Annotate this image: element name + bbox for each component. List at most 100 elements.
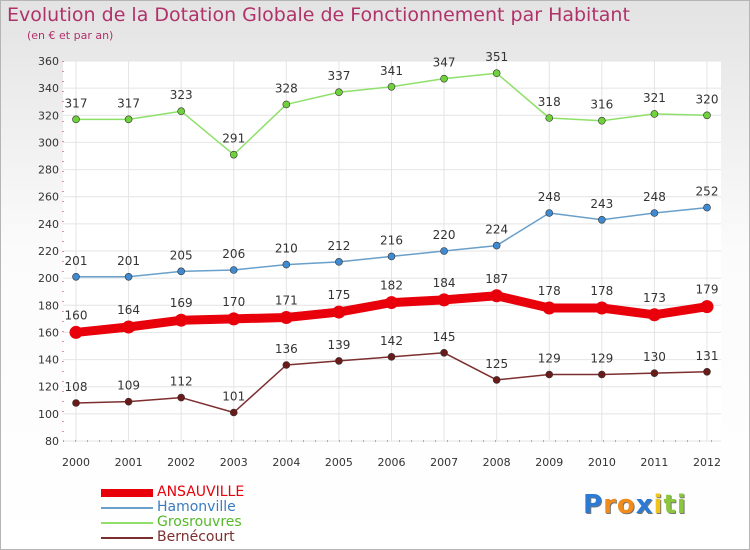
data-label: 112 <box>170 375 193 389</box>
data-point <box>227 312 241 326</box>
data-point <box>440 348 448 357</box>
data-point <box>700 300 714 314</box>
x-tick-label: 2009 <box>535 456 563 469</box>
legend-item-ansauville: ANSAUVILLE <box>101 485 244 500</box>
legend-swatch <box>101 536 153 539</box>
legend-item-bernecourt: Bernécourt <box>101 530 244 545</box>
data-point <box>387 82 396 91</box>
data-point <box>545 114 554 122</box>
x-tick-label: 2001 <box>115 456 143 469</box>
data-label: 341 <box>380 64 403 78</box>
data-point <box>545 209 554 217</box>
data-point <box>598 370 606 379</box>
data-label: 130 <box>643 350 666 364</box>
y-tick-label: 320 <box>38 109 59 122</box>
data-point <box>177 393 185 402</box>
series-grosrouvres: 317 317 323 291 328 337 341 347 351 318 316 321 320 <box>65 50 718 159</box>
legend-label: Grosrouvres <box>157 514 242 530</box>
data-point <box>440 247 448 255</box>
y-tick-label: 220 <box>38 245 59 258</box>
legend-swatch <box>101 521 153 524</box>
data-point <box>703 111 711 120</box>
legend: ANSAUVILLE Hamonville Grosrouvres Bernéc… <box>101 485 244 545</box>
data-label: 318 <box>538 95 561 109</box>
data-point <box>385 296 398 310</box>
data-point <box>72 399 80 407</box>
data-point <box>595 301 609 315</box>
y-tick-label: 180 <box>38 299 59 312</box>
data-label: 164 <box>117 303 140 317</box>
data-label: 206 <box>222 247 245 261</box>
y-tick-label: 300 <box>38 136 59 149</box>
series-berncourt: 108 109 112 101 136 139 142 145 125 129 129 130 131 <box>65 330 719 417</box>
data-point <box>542 301 556 315</box>
y-tick-label: 160 <box>38 326 59 339</box>
x-tick-label: 2008 <box>483 456 511 469</box>
data-point <box>703 367 711 376</box>
y-tick-label: 260 <box>38 191 59 204</box>
data-label: 317 <box>117 96 140 110</box>
data-label: 252 <box>696 185 719 199</box>
data-label: 145 <box>433 330 456 344</box>
x-tick-label: 2002 <box>167 456 195 469</box>
data-label: 170 <box>222 295 245 309</box>
data-label: 316 <box>590 98 613 112</box>
data-point <box>279 311 293 324</box>
data-label: 224 <box>485 223 508 237</box>
data-point <box>387 252 396 261</box>
data-label: 108 <box>65 380 88 394</box>
data-point <box>124 397 133 406</box>
data-label: 187 <box>485 272 508 286</box>
logo-letter: o <box>616 490 636 520</box>
data-point <box>177 267 185 276</box>
data-point <box>174 313 188 327</box>
x-tick-label: 2007 <box>430 456 458 469</box>
data-point <box>124 115 133 124</box>
logo-letter: P <box>583 490 604 520</box>
data-label: 182 <box>380 279 403 293</box>
data-point <box>122 320 136 334</box>
x-tick-label: 2006 <box>378 456 406 469</box>
legend-item-hamonville: Hamonville <box>101 500 244 515</box>
data-label: 328 <box>275 81 298 95</box>
x-tick-label: 2005 <box>325 456 353 469</box>
data-label: 136 <box>275 342 298 356</box>
data-label: 129 <box>590 352 613 366</box>
chart-title: Evolution de la Dotation Globale de Fonc… <box>7 4 630 26</box>
x-tick-label: 2011 <box>640 456 668 469</box>
data-label: 109 <box>117 379 140 393</box>
x-tick-label: 2003 <box>220 456 248 469</box>
legend-swatch <box>101 488 153 497</box>
data-label: 125 <box>485 357 508 371</box>
data-label: 216 <box>380 233 403 247</box>
data-label: 178 <box>590 284 613 298</box>
y-tick-label: 240 <box>38 218 59 231</box>
data-label: 160 <box>65 308 88 322</box>
x-tick-label: 2010 <box>588 456 616 469</box>
x-tick-label: 2000 <box>62 456 90 469</box>
data-label: 173 <box>643 291 666 305</box>
proxiti-logo: Proxiti <box>583 490 687 520</box>
logo-letter: i <box>653 490 664 520</box>
data-label: 337 <box>327 69 350 83</box>
y-tick-label: 80 <box>45 435 59 448</box>
data-label: 101 <box>222 390 245 404</box>
data-label: 212 <box>327 239 350 253</box>
data-label: 317 <box>65 96 88 110</box>
y-tick-label: 200 <box>38 272 59 285</box>
data-label: 205 <box>170 248 193 262</box>
data-label: 131 <box>696 349 719 363</box>
data-label: 347 <box>433 56 456 70</box>
y-tick-label: 120 <box>38 381 59 394</box>
data-point <box>598 116 606 125</box>
data-point <box>492 69 501 78</box>
y-tick-label: 360 <box>38 55 59 68</box>
legend-label: Hamonville <box>157 499 236 515</box>
legend-swatch <box>101 506 153 509</box>
chart-subtitle: (en € et par an) <box>27 29 114 42</box>
data-label: 175 <box>327 288 350 302</box>
data-label: 169 <box>170 296 193 310</box>
data-label: 179 <box>696 283 719 297</box>
data-label: 201 <box>117 254 140 268</box>
